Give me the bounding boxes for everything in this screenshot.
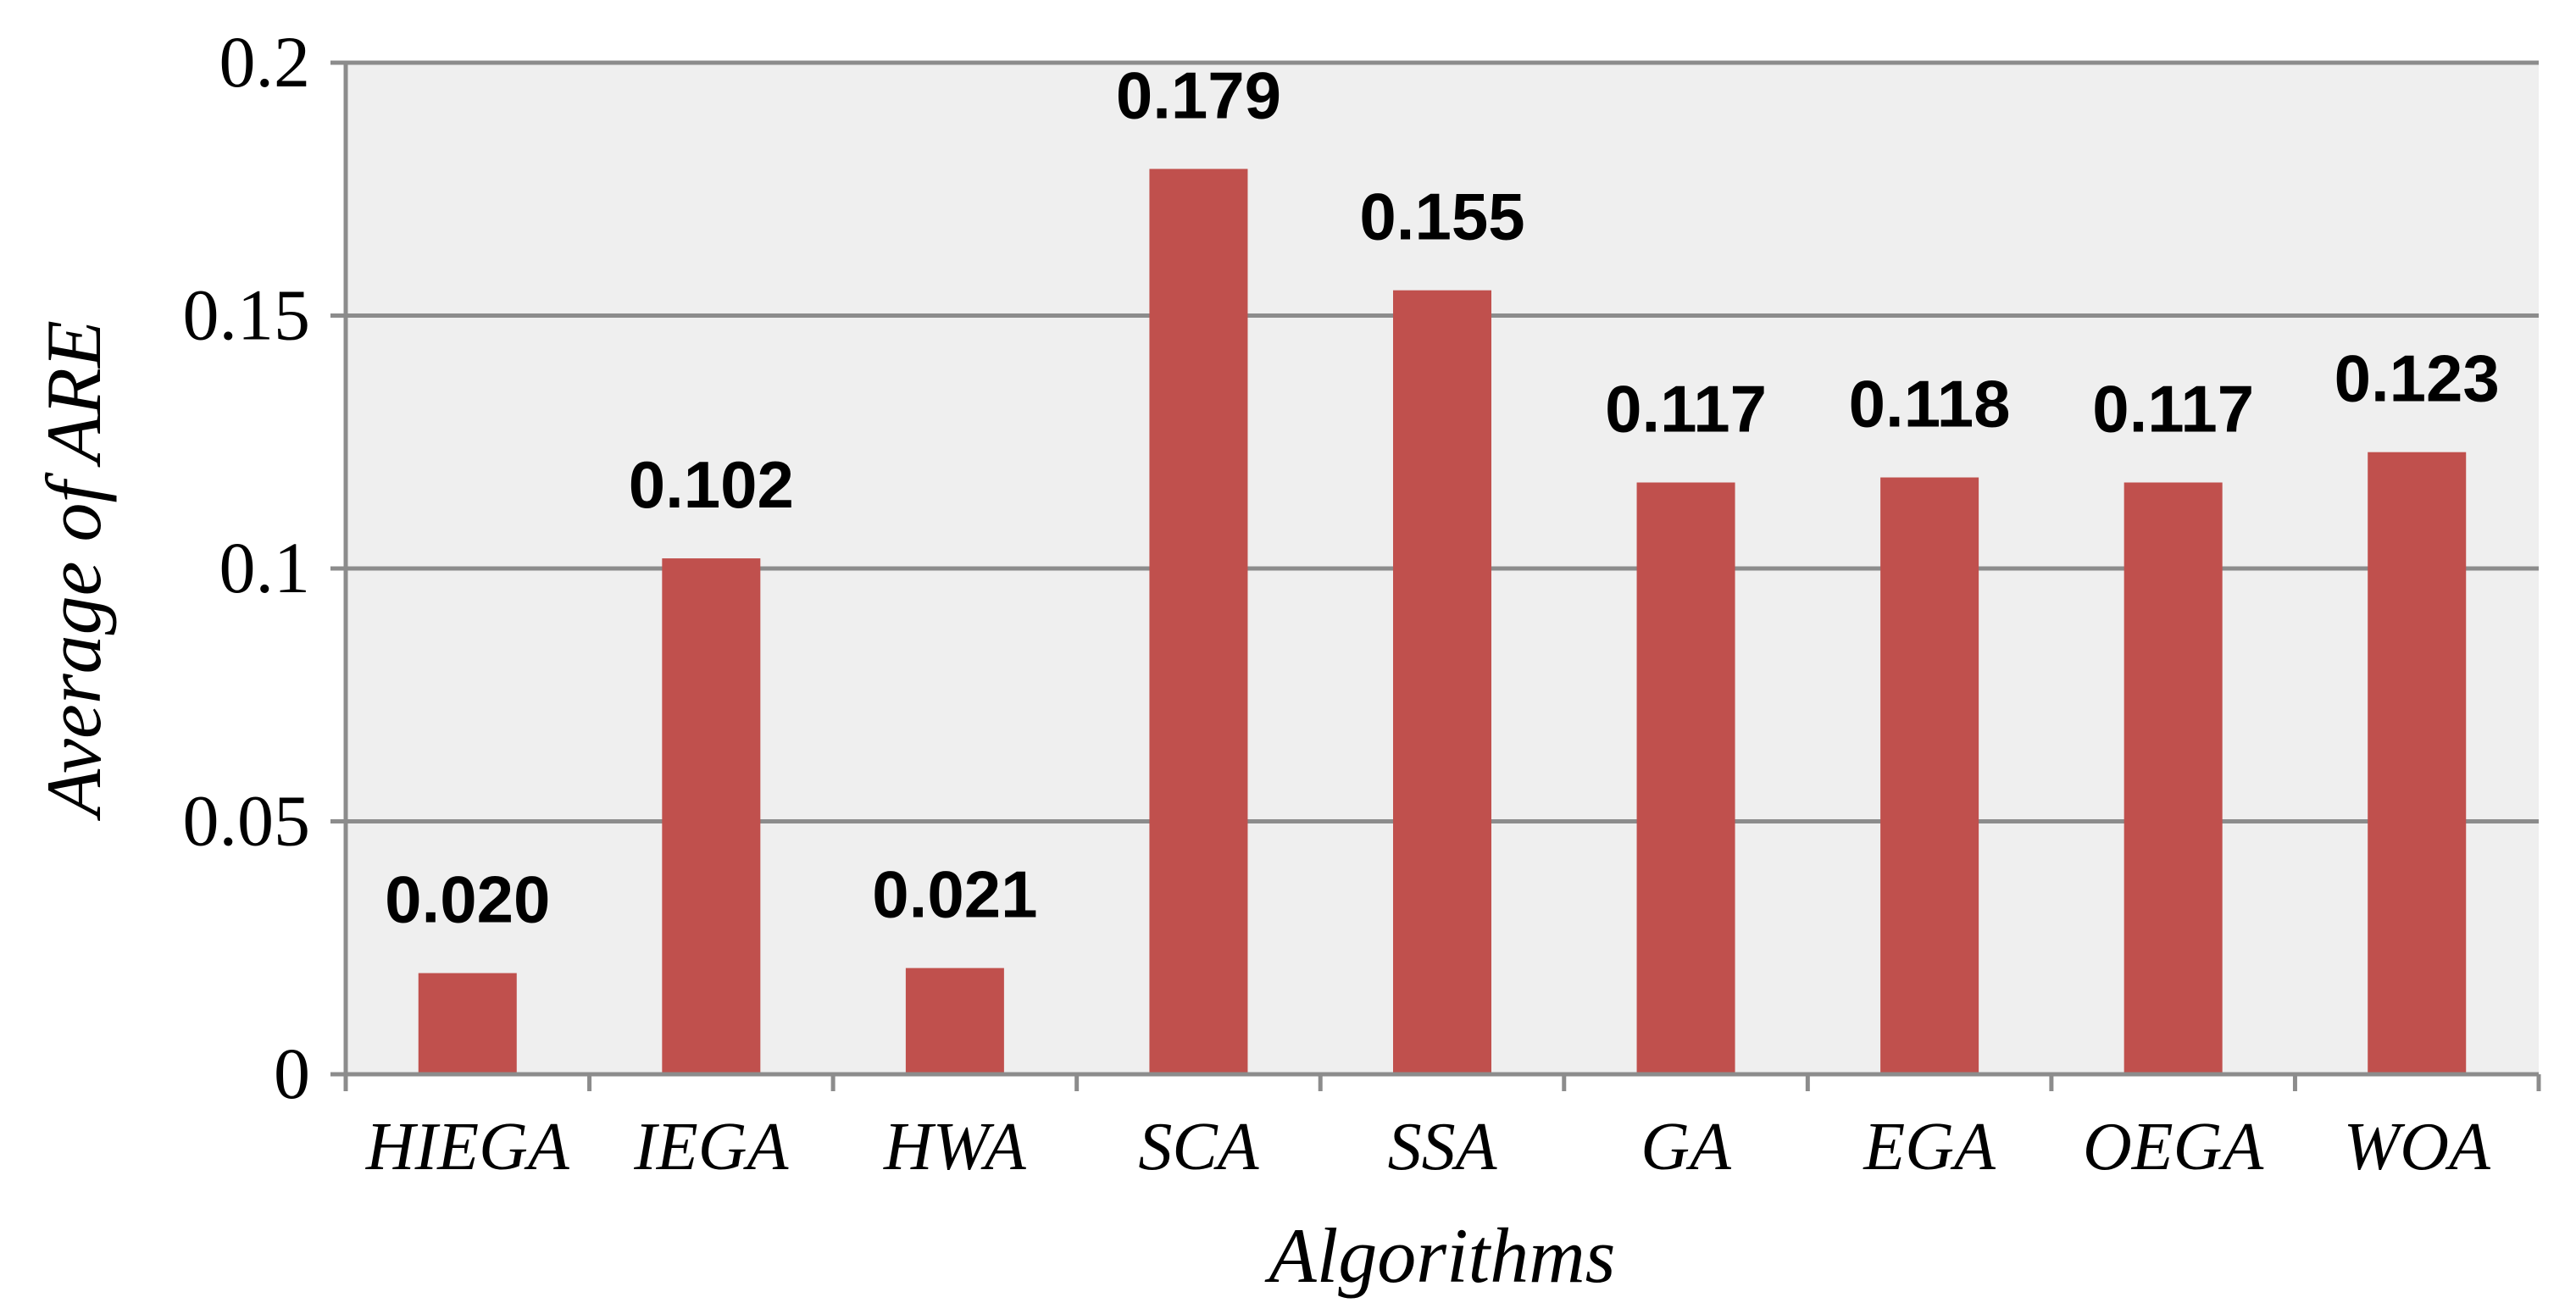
x-tick-label-sca: SCA xyxy=(1138,1110,1259,1184)
y-tick-label: 0.1 xyxy=(219,527,311,608)
data-label-ssa: 0.155 xyxy=(1359,180,1524,254)
y-axis-title: Average of ARE xyxy=(31,320,117,822)
bars xyxy=(418,169,2467,1074)
data-label-oega: 0.117 xyxy=(2092,372,2254,446)
data-label-iega: 0.102 xyxy=(629,447,794,522)
x-tick-label-ga: GA xyxy=(1641,1110,1732,1184)
data-label-ega: 0.118 xyxy=(1849,367,2011,441)
y-tick-labels: 0 0.05 0.1 0.15 0.2 xyxy=(183,21,311,1114)
x-tick-label-woa: WOA xyxy=(2344,1110,2491,1184)
x-tick-label-ega: EGA xyxy=(1863,1110,1996,1184)
x-tick-labels: HIEGA IEGA HWA SCA SSA GA EGA OEGA WOA xyxy=(365,1110,2491,1184)
data-label-ga: 0.117 xyxy=(1605,372,1767,446)
bar-hiega xyxy=(418,973,517,1074)
data-label-hiega: 0.020 xyxy=(385,862,550,937)
bar-ega xyxy=(1880,477,1979,1074)
data-label-sca: 0.179 xyxy=(1116,58,1281,132)
x-tick-label-ssa: SSA xyxy=(1388,1110,1498,1184)
data-label-woa: 0.123 xyxy=(2334,341,2500,416)
axes xyxy=(330,60,2541,1091)
bar-ga xyxy=(1636,482,1735,1074)
bar-oega xyxy=(2124,482,2223,1074)
bar-ssa xyxy=(1393,290,1491,1074)
bar-woa xyxy=(2368,452,2467,1074)
y-tick-label: 0 xyxy=(274,1033,310,1114)
y-tick-label: 0.15 xyxy=(183,274,311,356)
x-tick-label-iega: IEGA xyxy=(633,1110,789,1184)
x-tick-label-oega: OEGA xyxy=(2083,1110,2264,1184)
data-labels: 0.020 0.102 0.021 0.179 0.155 0.117 0.118 0.117… xyxy=(385,58,2500,936)
bar-iega xyxy=(662,558,761,1074)
y-tick-label: 0.05 xyxy=(183,780,311,862)
bar-sca xyxy=(1149,169,1248,1074)
x-tick-label-hwa: HWA xyxy=(883,1110,1027,1184)
bar-hwa xyxy=(905,968,1004,1074)
x-tick-label-hiega: HIEGA xyxy=(365,1110,570,1184)
x-axis-title: Algorithms xyxy=(1264,1212,1616,1299)
data-label-hwa: 0.021 xyxy=(872,857,1037,932)
y-tick-label: 0.2 xyxy=(219,21,311,103)
